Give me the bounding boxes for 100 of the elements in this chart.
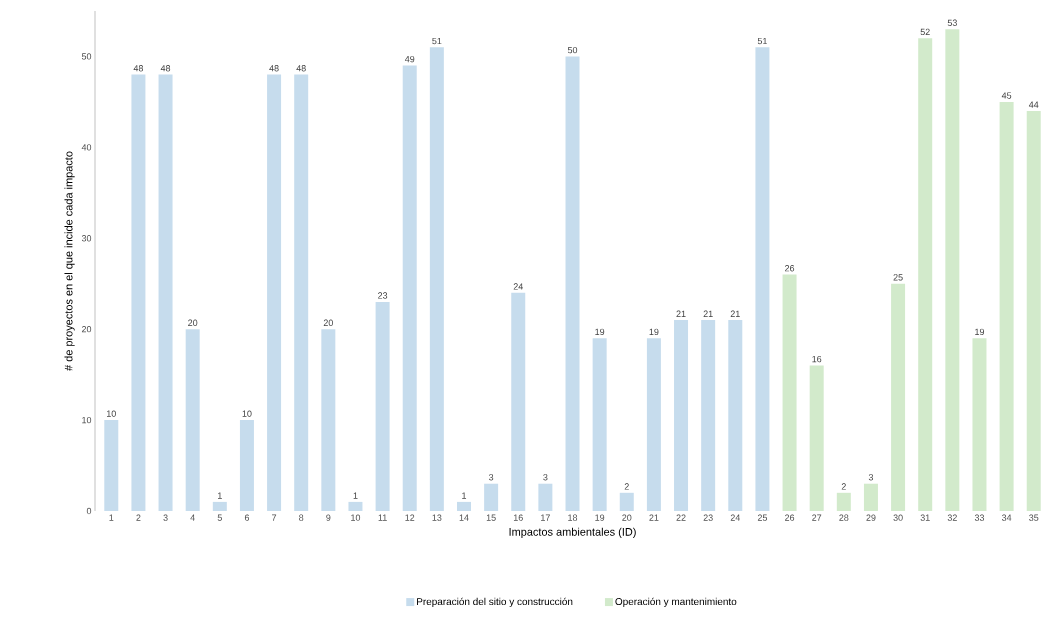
data-label: 45 xyxy=(1001,92,1012,99)
bar xyxy=(511,292,526,511)
bar xyxy=(918,38,933,511)
y-tick-label: 40 xyxy=(81,144,92,151)
data-label: 20 xyxy=(323,319,333,326)
data-label: 3 xyxy=(488,474,494,481)
data-label: 26 xyxy=(785,265,795,272)
x-tick-label: 16 xyxy=(513,514,523,521)
x-tick-label: 2 xyxy=(136,514,141,521)
bar xyxy=(104,420,119,511)
y-tick-label: 20 xyxy=(81,325,92,333)
x-tick-label: 15 xyxy=(486,514,496,521)
bar xyxy=(484,483,499,511)
x-tick-label: 6 xyxy=(244,514,250,521)
data-label: 49 xyxy=(404,55,415,63)
data-label: 21 xyxy=(676,310,686,317)
x-tick-label: 26 xyxy=(785,514,795,521)
y-tick-label: 10 xyxy=(82,416,92,424)
legend-label: Operación y mantenimiento xyxy=(615,597,737,608)
data-label: 21 xyxy=(730,310,740,317)
x-tick-label: 17 xyxy=(541,514,550,521)
x-tick-label: 31 xyxy=(920,514,930,521)
data-label: 1 xyxy=(218,492,222,499)
bar xyxy=(809,365,824,511)
data-label: 48 xyxy=(296,65,306,72)
data-label: 19 xyxy=(975,328,985,336)
data-label: 48 xyxy=(269,65,279,72)
data-label: 48 xyxy=(160,65,171,72)
bar xyxy=(565,56,580,511)
y-tick-label: 30 xyxy=(81,235,92,242)
data-label: 1 xyxy=(462,492,467,499)
bar xyxy=(674,320,689,511)
bar xyxy=(158,74,173,511)
bar xyxy=(375,301,390,511)
x-tick-label: 22 xyxy=(676,514,686,521)
bar xyxy=(321,329,336,511)
bar xyxy=(972,338,987,511)
data-label: 19 xyxy=(649,328,659,336)
data-label: 53 xyxy=(947,19,957,26)
x-tick-label: 1 xyxy=(109,514,114,521)
legend-label: Preparación del sitio y construcción xyxy=(417,597,573,608)
bar xyxy=(863,483,878,511)
y-tick-label: 50 xyxy=(81,53,92,60)
bar xyxy=(456,501,471,511)
x-tick-label: 23 xyxy=(703,514,713,521)
x-tick-label: 4 xyxy=(190,514,195,521)
x-tick-label: 28 xyxy=(839,514,849,521)
data-label: 24 xyxy=(513,283,523,290)
y-tick-label: 0 xyxy=(86,507,92,515)
bar xyxy=(267,74,282,511)
bar xyxy=(294,74,309,511)
data-label: 21 xyxy=(703,310,713,317)
x-axis-title: Impactos ambientales (ID) xyxy=(509,527,636,538)
bar xyxy=(1026,110,1041,511)
x-tick-label: 29 xyxy=(866,514,876,521)
data-label: 50 xyxy=(567,46,578,54)
data-label: 51 xyxy=(757,37,767,45)
x-tick-label: 34 xyxy=(1001,514,1012,521)
bar xyxy=(619,492,634,511)
bar xyxy=(646,338,661,511)
data-label: 20 xyxy=(188,319,198,326)
data-label: 2 xyxy=(624,483,629,490)
data-label: 19 xyxy=(595,328,605,336)
x-tick-label: 30 xyxy=(893,514,903,521)
data-label: 25 xyxy=(893,274,903,281)
x-tick-label: 9 xyxy=(326,514,331,521)
bar xyxy=(945,29,960,511)
bar xyxy=(212,501,227,511)
x-tick-label: 33 xyxy=(974,514,985,521)
bar xyxy=(402,65,417,511)
x-tick-label: 27 xyxy=(812,514,822,521)
x-tick-label: 25 xyxy=(757,514,768,521)
x-tick-label: 20 xyxy=(622,514,632,521)
data-label: 48 xyxy=(133,65,144,72)
bar xyxy=(999,101,1014,511)
data-label: 3 xyxy=(868,474,874,481)
y-axis-title: # de proyectos en el que incide cada impacto xyxy=(64,151,75,371)
bar xyxy=(755,47,770,511)
bar xyxy=(701,320,716,511)
x-tick-label: 8 xyxy=(299,514,304,521)
x-tick-label: 5 xyxy=(217,514,222,521)
data-label: 51 xyxy=(432,37,442,45)
bar xyxy=(131,74,146,511)
x-tick-label: 3 xyxy=(163,514,168,521)
data-label: 16 xyxy=(812,355,822,363)
bar xyxy=(836,492,851,511)
x-tick-label: 12 xyxy=(405,514,415,521)
bar xyxy=(185,329,200,511)
bar xyxy=(728,320,743,511)
data-label: 10 xyxy=(242,410,252,417)
bar xyxy=(348,501,363,511)
x-tick-label: 18 xyxy=(568,514,578,521)
data-label: 1 xyxy=(353,492,358,499)
x-tick-label: 35 xyxy=(1029,514,1039,521)
x-tick-label: 13 xyxy=(432,514,442,521)
bar xyxy=(239,420,254,511)
x-tick-label: 10 xyxy=(351,514,361,521)
bar xyxy=(592,338,607,511)
x-tick-label: 32 xyxy=(947,514,957,521)
data-label: 2 xyxy=(841,483,846,490)
